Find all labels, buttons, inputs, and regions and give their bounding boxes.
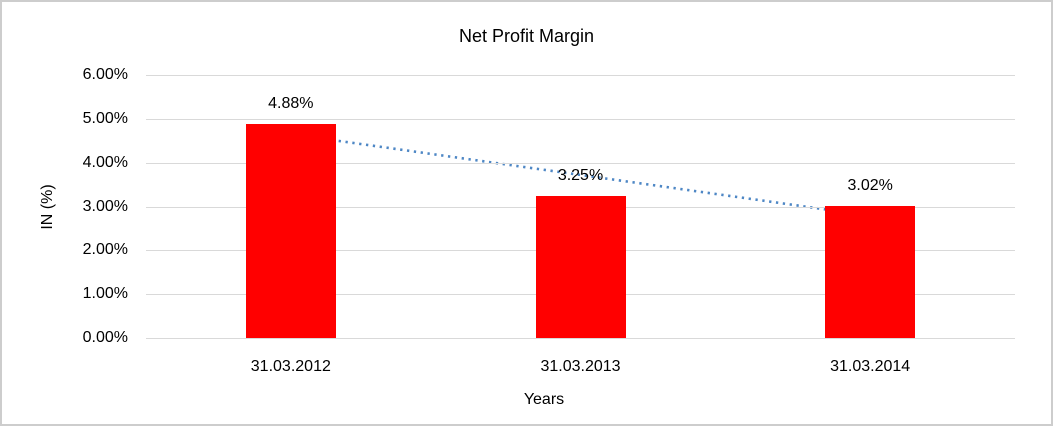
data-label: 3.02% bbox=[847, 176, 893, 194]
bar-31.03.2012 bbox=[245, 124, 336, 338]
chart-title: Net Profit Margin bbox=[458, 26, 595, 46]
gridline bbox=[146, 118, 1015, 120]
y-axis-tick-label: 4.00% bbox=[82, 153, 128, 171]
gridline bbox=[146, 338, 1015, 339]
y-axis-tick-label: 5.00% bbox=[82, 109, 128, 127]
y-axis-tick-label: 6.00% bbox=[82, 66, 128, 83]
gridline bbox=[146, 75, 1015, 76]
y-axis-tick-label: 2.00% bbox=[82, 241, 128, 259]
bar-31.03.2013 bbox=[535, 195, 626, 338]
bar-31.03.2014 bbox=[825, 205, 916, 338]
y-axis-tick-label: 3.00% bbox=[82, 197, 128, 215]
plot-area bbox=[146, 75, 1015, 339]
data-label: 4.88% bbox=[268, 95, 314, 113]
y-axis-tick-label: 1.00% bbox=[82, 285, 128, 303]
x-axis-title: Years bbox=[523, 391, 565, 408]
x-axis-category-label: 31.03.2013 bbox=[540, 358, 621, 375]
gridline bbox=[146, 162, 1015, 164]
x-axis-category-label: 31.03.2012 bbox=[250, 358, 331, 375]
data-label: 3.25% bbox=[557, 166, 604, 184]
trendline bbox=[290, 132, 871, 217]
x-axis-category-label: 31.03.2014 bbox=[830, 358, 911, 375]
y-axis-tick-label: 0.00% bbox=[82, 329, 128, 346]
